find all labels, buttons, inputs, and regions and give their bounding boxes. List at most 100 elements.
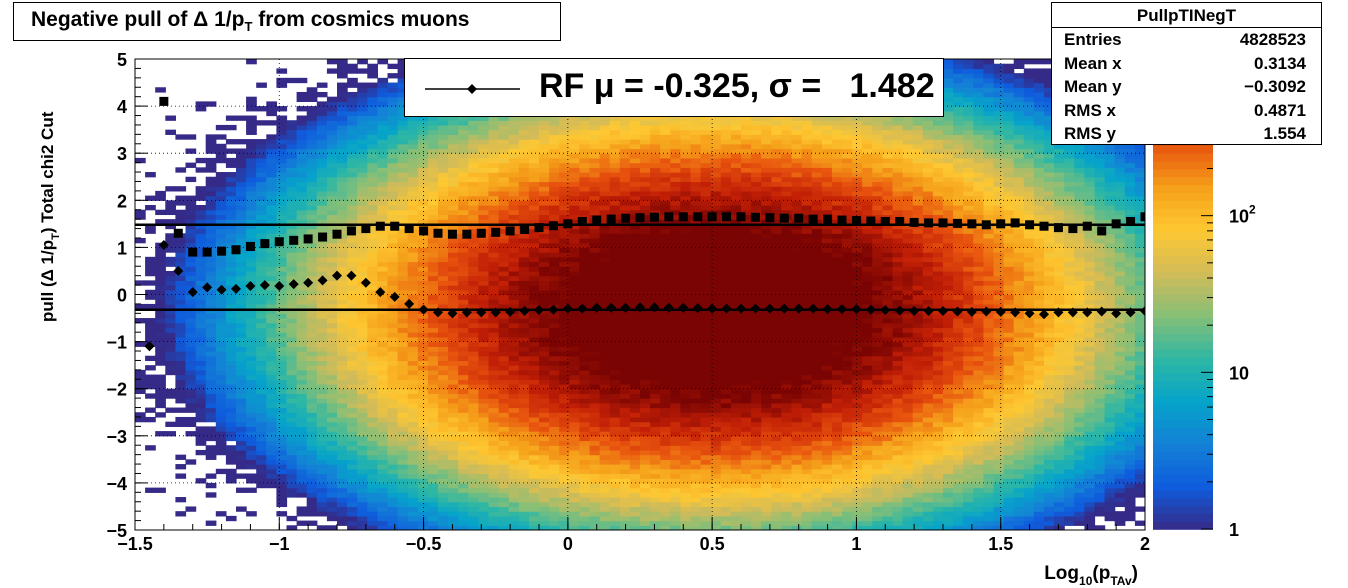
heatmap-cell <box>518 520 530 526</box>
heatmap-cell <box>357 515 368 522</box>
heatmap-cell <box>448 412 459 418</box>
heatmap-cell <box>165 365 176 371</box>
heatmap-cell <box>559 449 570 456</box>
heatmap-cell <box>367 176 378 183</box>
heatmap-cell <box>478 294 490 300</box>
heatmap-cell <box>539 285 550 291</box>
heatmap-cell <box>326 299 338 305</box>
heatmap-cell <box>559 393 570 399</box>
heatmap-cell <box>357 440 368 446</box>
heatmap-cell <box>387 139 399 145</box>
heatmap-cell <box>427 162 439 168</box>
heatmap-cell <box>296 162 308 168</box>
heatmap-cell <box>215 280 227 286</box>
heatmap-cell <box>650 233 661 239</box>
heatmap-cell <box>215 431 227 437</box>
heatmap-cell <box>680 219 692 225</box>
heatmap-cell <box>640 308 651 314</box>
heatmap-cell <box>569 365 580 371</box>
heatmap-cell <box>417 501 429 508</box>
heatmap-cell <box>559 497 570 503</box>
heatmap-cell <box>670 266 681 272</box>
heatmap-cell <box>700 449 712 456</box>
heatmap-cell <box>377 261 389 267</box>
heatmap-cell <box>266 398 277 404</box>
heatmap-cell <box>438 497 449 503</box>
heatmap-cell <box>367 101 378 107</box>
heatmap-cell <box>306 511 318 517</box>
heatmap-cell <box>508 393 520 399</box>
heatmap-cell <box>488 115 500 121</box>
heatmap-cell <box>498 520 510 526</box>
heatmap-cell <box>296 478 308 484</box>
heatmap-cell <box>700 233 712 239</box>
heatmap-cell <box>438 214 449 220</box>
heatmap-cell <box>276 431 288 437</box>
heatmap-cell <box>155 299 166 305</box>
heatmap-cell <box>670 181 681 187</box>
heatmap-cell <box>165 388 176 395</box>
heatmap-cell <box>488 412 500 418</box>
heatmap-cell <box>246 346 257 352</box>
heatmap-cell <box>225 421 237 427</box>
heatmap-cell <box>387 87 399 93</box>
heatmap-cell <box>215 369 227 376</box>
heatmap-cell <box>296 341 308 347</box>
heatmap-cell <box>680 468 692 475</box>
heatmap-cell <box>407 421 419 427</box>
heatmap-cell <box>367 421 378 427</box>
heatmap-cell <box>387 252 399 258</box>
heatmap-cell <box>640 318 651 324</box>
heatmap-cell <box>579 223 591 230</box>
heatmap-cell <box>670 186 681 192</box>
heatmap-cell <box>680 497 692 503</box>
heatmap-cell <box>528 139 540 145</box>
heatmap-cell <box>276 501 288 508</box>
heatmap-cell <box>680 445 692 451</box>
heatmap-cell <box>468 346 479 352</box>
heatmap-cell <box>316 449 328 456</box>
heatmap-cell <box>225 299 237 305</box>
heatmap-cell <box>599 233 611 239</box>
heatmap-cell <box>539 153 550 159</box>
heatmap-cell <box>276 153 288 159</box>
heatmap-cell <box>609 431 621 437</box>
heatmap-cell <box>528 172 540 178</box>
heatmap-cell <box>589 393 601 399</box>
heatmap-cell <box>559 459 570 465</box>
heatmap-cell <box>438 134 449 140</box>
heatmap-cell <box>316 318 328 324</box>
heatmap-cell <box>427 355 439 362</box>
heatmap-cell <box>306 143 318 150</box>
heatmap-cell <box>326 233 338 239</box>
heatmap-cell <box>155 209 166 216</box>
heatmap-cell <box>549 157 560 164</box>
heatmap-cell <box>306 473 318 479</box>
heatmap-cell <box>680 355 692 362</box>
heatmap-cell <box>539 139 550 145</box>
heatmap-cell <box>488 416 500 423</box>
heatmap-cell <box>286 487 298 493</box>
heatmap-cell <box>276 106 288 112</box>
heatmap-cell <box>377 393 389 399</box>
heatmap-cell <box>619 200 631 206</box>
heatmap-cell <box>397 87 409 93</box>
heatmap-cell <box>165 233 176 239</box>
heatmap-cell <box>438 525 449 530</box>
heatmap-cell <box>569 360 580 366</box>
heatmap-cell <box>417 369 429 376</box>
heatmap-cell <box>377 280 389 286</box>
heatmap-cell <box>337 497 348 503</box>
heatmap-cell <box>670 294 681 300</box>
heatmap-cell <box>145 407 156 413</box>
heatmap-cell <box>175 209 187 216</box>
heatmap-cell <box>690 332 702 338</box>
heatmap-cell <box>700 421 712 427</box>
heatmap-cell <box>266 402 277 409</box>
heatmap-cell <box>488 200 500 206</box>
heatmap-cell <box>640 167 651 173</box>
heatmap-cell <box>569 129 580 135</box>
heatmap-cell <box>589 369 601 376</box>
heatmap-cell <box>448 237 459 244</box>
heatmap-cell <box>407 426 419 432</box>
